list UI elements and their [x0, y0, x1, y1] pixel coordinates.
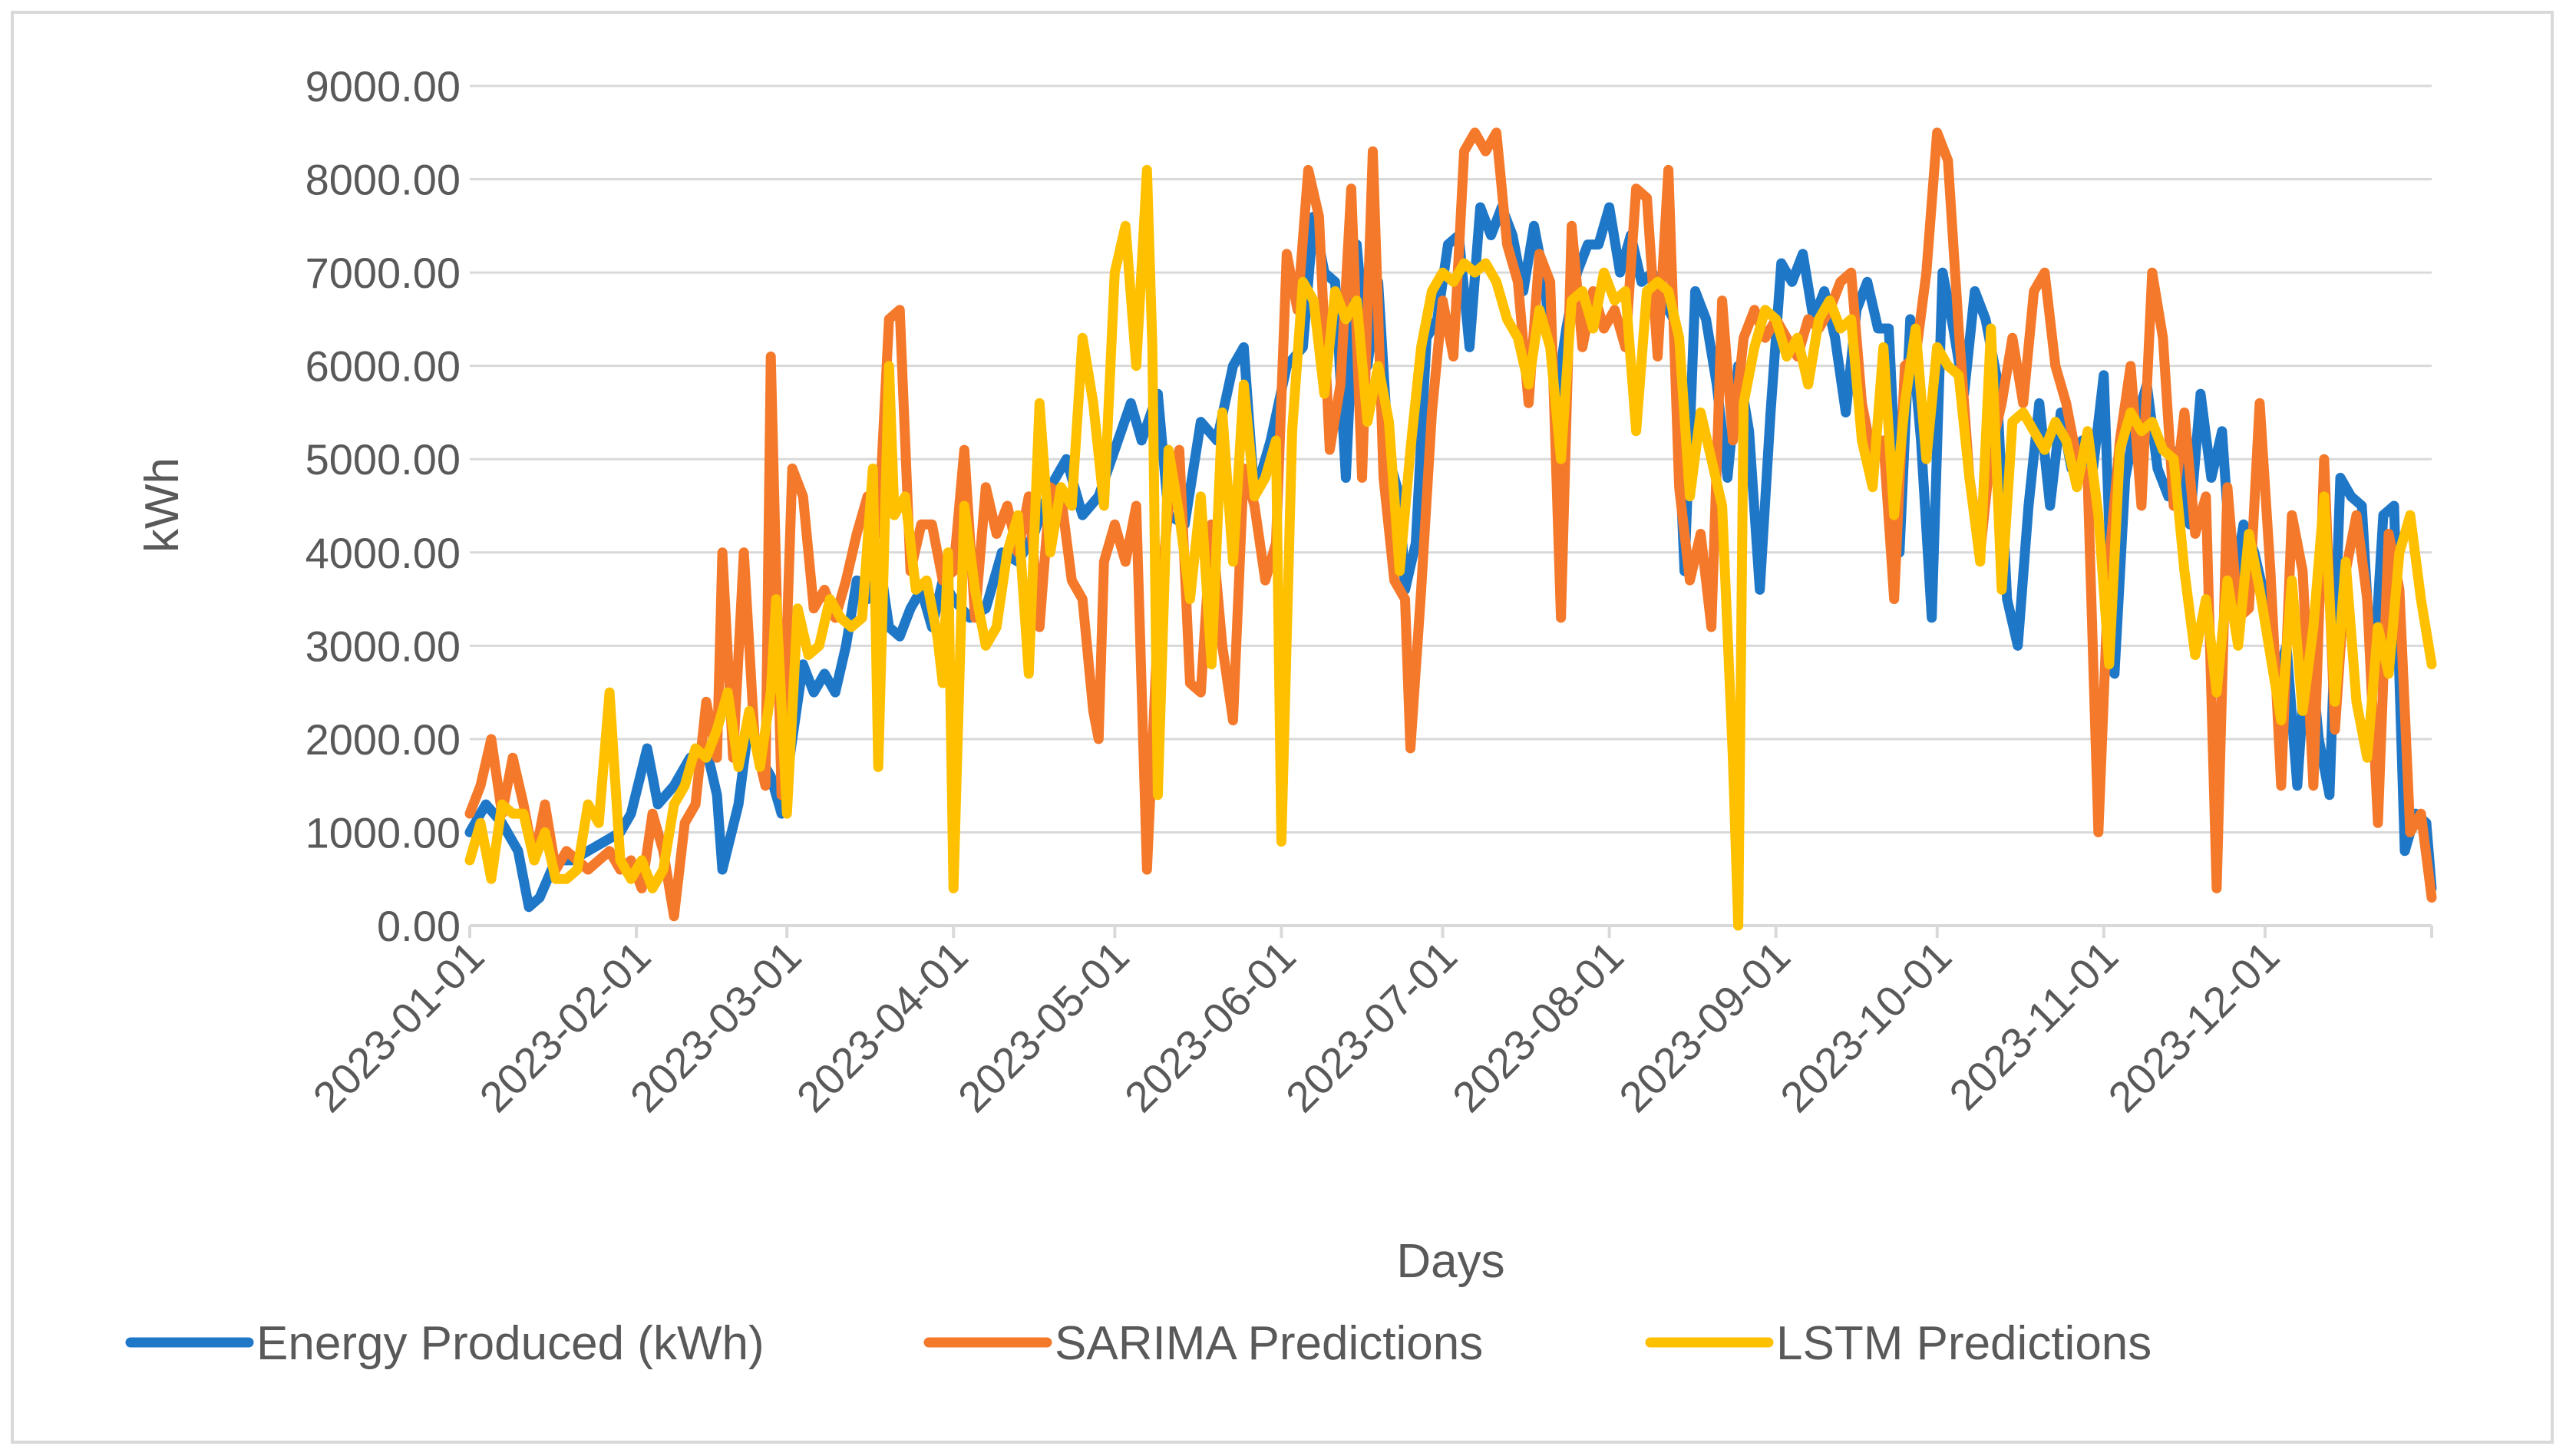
y-tick-label: 3000.00 [305, 622, 461, 670]
legend-label-0: Energy Produced (kWh) [256, 1317, 765, 1370]
y-tick-label: 2000.00 [305, 715, 461, 764]
y-tick-label: 6000.00 [305, 342, 461, 391]
x-tick-label: 2023-01-01 [303, 932, 493, 1121]
legend: Energy Produced (kWh) SARIMA Predictions L… [125, 1317, 2152, 1370]
x-tick-label: 2023-08-01 [1443, 932, 1633, 1121]
series-line-1 [464, 127, 2437, 922]
y-axis-title: kWh [136, 457, 189, 553]
y-tick-label: 0.00 [377, 902, 461, 950]
y-tick-label: 4000.00 [305, 529, 461, 577]
series-lines [464, 127, 2437, 931]
legend-label-2: LSTM Predictions [1776, 1317, 2152, 1370]
x-tick-label: 2023-07-01 [1276, 932, 1466, 1121]
x-tick-label: 2023-10-01 [1771, 932, 1960, 1121]
x-tick-label: 2023-05-01 [949, 932, 1138, 1121]
y-tick-label: 5000.00 [305, 435, 461, 484]
x-axis: 2023-01-012023-02-012023-03-012023-04-01… [303, 924, 2433, 1121]
x-tick-label: 2023-04-01 [788, 932, 977, 1121]
y-axis-ticks: 0.00 1000.00 2000.00 3000.00 4000.00 5000.00 6… [305, 62, 461, 950]
y-tick-label: 8000.00 [305, 156, 461, 204]
series-line-2 [464, 164, 2437, 931]
x-axis-title: Days [1396, 1235, 1504, 1288]
x-tick-label: 2023-09-01 [1610, 932, 1799, 1121]
legend-label-1: SARIMA Predictions [1055, 1317, 1483, 1370]
x-tick-label: 2023-06-01 [1115, 932, 1305, 1121]
y-tick-label: 1000.00 [305, 808, 461, 857]
x-tick-label: 2023-12-01 [2099, 932, 2288, 1121]
x-tick-label: 2023-11-01 [1940, 932, 2127, 1119]
y-tick-label: 9000.00 [305, 62, 461, 111]
y-tick-label: 7000.00 [305, 249, 461, 297]
